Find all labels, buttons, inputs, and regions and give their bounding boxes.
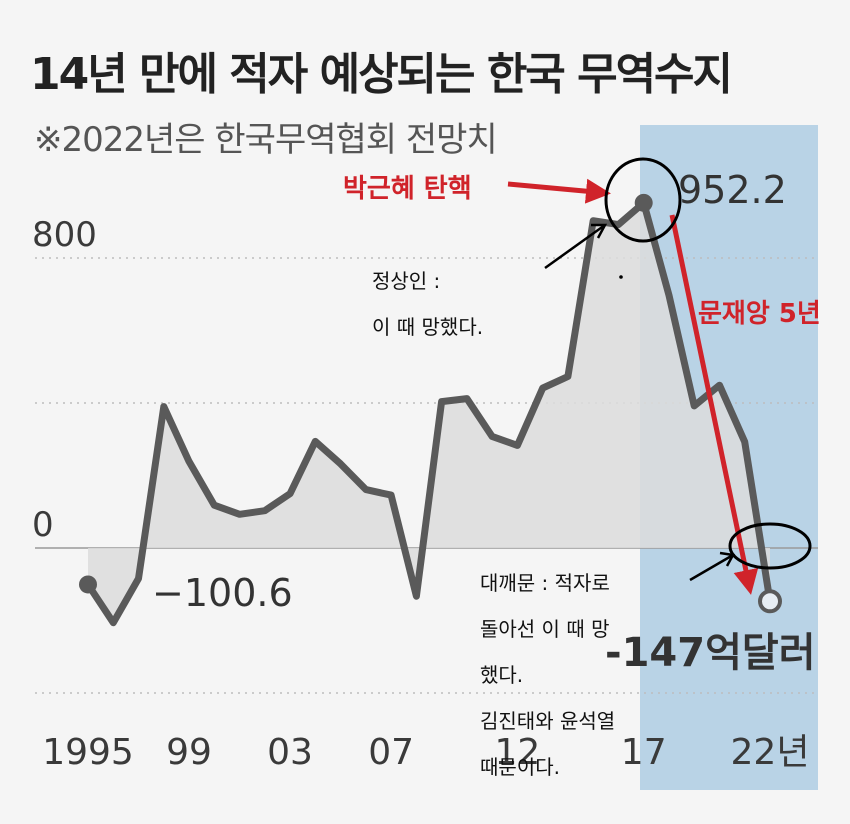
impeachment-arrow — [507, 178, 611, 204]
note-2-line-1: 대깨문 : 적자로 — [480, 571, 610, 595]
pointer-arrow-2 — [689, 551, 735, 582]
note-1-line-1: 정상인 : — [372, 269, 441, 293]
stray-dot — [619, 275, 623, 279]
x-tick-label: 12 — [495, 732, 541, 773]
end-point — [758, 589, 782, 614]
moon-term-arrow — [669, 214, 759, 595]
note-2-line-2: 돌아선 이 때 망 — [480, 617, 610, 641]
chart-title: 14년 만에 적자 예상되는 한국 무역수지 — [30, 49, 733, 100]
x-tick-label: 22년 — [731, 732, 810, 773]
start-point — [79, 575, 97, 594]
note-1-line-2: 이 때 망했다. — [372, 315, 484, 339]
start-value-label: −100.6 — [152, 571, 293, 615]
y-tick-label: 0 — [32, 505, 54, 545]
area-fill — [88, 202, 770, 623]
note-2-line-5: 때문이다. — [480, 755, 560, 779]
peak-circle — [604, 157, 682, 243]
note-1: 정상인 : 이 때 망했다. — [372, 265, 483, 343]
note-2-line-3: 했다. — [480, 663, 524, 687]
note-2-line-4: 김진태와 윤석열 — [480, 709, 616, 733]
peak-point — [634, 193, 653, 212]
peak-value-label: 952.2 — [678, 168, 787, 212]
note-2: 대깨문 : 적자로 돌아선 이 때 망 했다. 김진태와 윤석열 때문이다. — [480, 560, 615, 790]
x-tick-label: 07 — [368, 732, 414, 773]
y-tick-label: 800 — [32, 215, 97, 255]
x-tick-label: 1995 — [42, 732, 134, 773]
x-tick-label: 17 — [621, 732, 667, 773]
moon-term-label: 문재앙 5년 — [698, 299, 821, 329]
end-value-label: -147억달러 — [605, 630, 816, 676]
chart-subtitle: ※2022년은 한국무역협회 전망치 — [34, 120, 498, 160]
x-tick-label: 03 — [267, 732, 313, 773]
impeachment-label: 박근혜 탄핵 — [343, 174, 472, 204]
x-tick-label: 99 — [166, 732, 212, 773]
pointer-arrow-1 — [544, 223, 608, 270]
series-line — [84, 199, 774, 627]
end-circle — [728, 522, 812, 570]
